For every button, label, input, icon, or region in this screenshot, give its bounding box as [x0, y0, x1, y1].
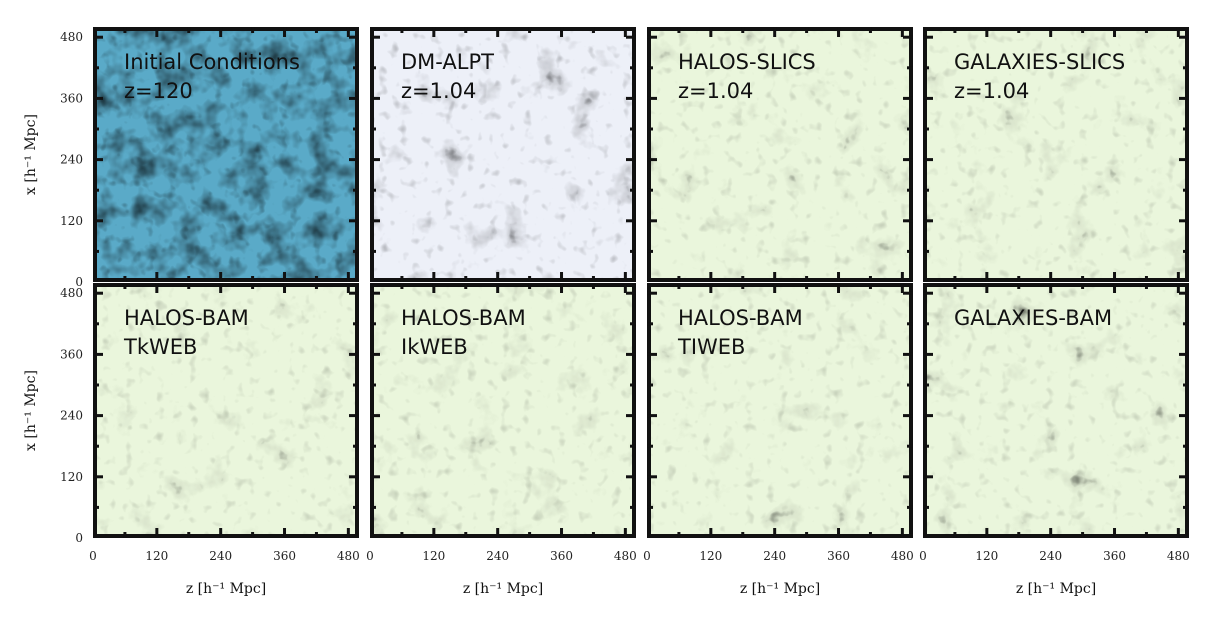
x-tick-label: 360: [550, 549, 573, 563]
y-tick-label: 480: [60, 30, 83, 44]
panel-halos-bam-ikweb: HALOS-BAM IkWEB 0 120 240 360 480 z [h⁻¹ Mpc]: [366, 283, 637, 597]
x-tick-label: 360: [273, 549, 296, 563]
panel-label: z=1.04: [678, 79, 753, 103]
panel-frame: [370, 27, 636, 282]
panel-frame: [647, 283, 913, 538]
y-tick-label: 360: [60, 347, 83, 361]
x-axis-label: z [h⁻¹ Mpc]: [1016, 581, 1096, 597]
panel-galaxies-bam: GALAXIES-BAM 0 120 240 360 480 z [h⁻¹ Mpc]: [919, 283, 1190, 597]
panel-texture-peaks: [923, 27, 1189, 282]
panel-label: GALAXIES-SLICS: [954, 50, 1125, 74]
x-axis-label: z [h⁻¹ Mpc]: [186, 581, 266, 597]
panel-halos-bam-tiweb: HALOS-BAM TIWEB 0 120 240 360 480 z [h⁻¹ Mpc]: [643, 283, 914, 597]
x-tick-label: 0: [643, 549, 651, 563]
panel-label: GALAXIES-BAM: [954, 306, 1112, 330]
panel-label: z=1.04: [954, 79, 1029, 103]
panel-texture-peaks: [647, 27, 913, 282]
panel-texture-peaks: [370, 27, 636, 282]
panel-dm-alpt: DM-ALPT z=1.04: [370, 27, 636, 282]
y-tick-label: 240: [60, 153, 83, 167]
panel-frame: [923, 283, 1189, 538]
x-tick-label: 120: [699, 549, 722, 563]
panel-label: z=1.04: [401, 79, 476, 103]
panel-label: Initial Conditions: [124, 50, 300, 74]
panel-frame: [93, 27, 359, 282]
panel-label: TkWEB: [123, 335, 197, 359]
panel-texture-peaks: [93, 283, 359, 538]
x-tick-label: 0: [89, 549, 97, 563]
x-tick-label: 240: [1039, 549, 1062, 563]
panel-label: z=120: [124, 79, 193, 103]
panel-halos-slics: HALOS-SLICS z=1.04: [647, 27, 913, 282]
x-tick-label: 240: [763, 549, 786, 563]
panel-frame: [93, 283, 359, 538]
y-tick-label: 480: [60, 286, 83, 300]
x-axis-label: z [h⁻¹ Mpc]: [740, 581, 820, 597]
panel-label: IkWEB: [401, 335, 468, 359]
x-tick-label: 240: [486, 549, 509, 563]
x-tick-label: 480: [891, 549, 914, 563]
panel-label: HALOS-SLICS: [678, 50, 816, 74]
panel-galaxies-slics: GALAXIES-SLICS z=1.04: [923, 27, 1189, 282]
y-tick-label: 360: [60, 91, 83, 105]
panel-label: HALOS-BAM: [124, 306, 249, 330]
panel-label: TIWEB: [677, 335, 745, 359]
x-axis-label: z [h⁻¹ Mpc]: [463, 581, 543, 597]
panel-label: DM-ALPT: [401, 50, 494, 74]
x-tick-label: 480: [337, 549, 360, 563]
x-tick-label: 480: [614, 549, 637, 563]
panel-label: HALOS-BAM: [401, 306, 526, 330]
panel-texture-peaks: [370, 283, 636, 538]
panel-initial-conditions: Initial Conditions z=120 0 120 240 360 480 x [h…: [23, 27, 359, 289]
panel-label: HALOS-BAM: [678, 306, 803, 330]
y-tick-label: 0: [75, 531, 83, 545]
panel-texture-highlight: [93, 27, 359, 282]
panel-texture-peaks: [647, 283, 913, 538]
panel-frame: [647, 27, 913, 282]
x-tick-label: 120: [145, 549, 168, 563]
y-tick-label: 240: [60, 409, 83, 423]
x-tick-label: 360: [827, 549, 850, 563]
y-tick-label: 0: [75, 275, 83, 289]
y-tick-label: 120: [60, 470, 83, 484]
x-tick-label: 120: [975, 549, 998, 563]
panel-texture-peaks: [923, 283, 1189, 538]
x-tick-label: 0: [366, 549, 374, 563]
panel-halos-bam-tkweb: HALOS-BAM TkWEB 0 120 240 360 480 0 120 240 360 480…: [23, 283, 360, 597]
x-tick-label: 0: [919, 549, 927, 563]
y-axis-label: x [h⁻¹ Mpc]: [23, 114, 39, 195]
panel-frame: [370, 283, 636, 538]
x-tick-label: 120: [422, 549, 445, 563]
panel-frame: [923, 27, 1189, 282]
y-tick-label: 120: [60, 214, 83, 228]
x-tick-label: 240: [209, 549, 232, 563]
x-tick-label: 360: [1103, 549, 1126, 563]
y-axis-label: x [h⁻¹ Mpc]: [23, 370, 39, 451]
x-tick-label: 480: [1167, 549, 1190, 563]
